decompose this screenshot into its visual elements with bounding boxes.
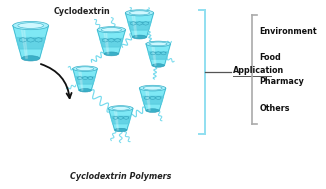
Polygon shape xyxy=(128,22,151,30)
Polygon shape xyxy=(145,88,150,111)
Polygon shape xyxy=(114,108,119,130)
Ellipse shape xyxy=(143,86,162,90)
Polygon shape xyxy=(132,13,137,37)
Polygon shape xyxy=(21,26,27,58)
Polygon shape xyxy=(111,116,131,124)
Polygon shape xyxy=(140,88,166,111)
Ellipse shape xyxy=(129,11,150,15)
FancyArrowPatch shape xyxy=(41,64,72,98)
Polygon shape xyxy=(109,108,133,130)
Ellipse shape xyxy=(76,67,94,70)
Polygon shape xyxy=(97,30,126,54)
Polygon shape xyxy=(148,52,168,59)
Ellipse shape xyxy=(18,23,44,28)
Ellipse shape xyxy=(104,52,118,56)
Ellipse shape xyxy=(22,56,40,61)
Polygon shape xyxy=(126,13,154,37)
Polygon shape xyxy=(73,69,97,90)
Polygon shape xyxy=(146,44,170,65)
Text: Environment: Environment xyxy=(259,27,317,36)
Ellipse shape xyxy=(152,64,164,67)
Polygon shape xyxy=(13,26,49,58)
Ellipse shape xyxy=(112,107,129,110)
Text: Pharmacy: Pharmacy xyxy=(259,77,304,86)
Text: Cyclodextrin Polymers: Cyclodextrin Polymers xyxy=(70,172,171,181)
Ellipse shape xyxy=(132,35,146,39)
Ellipse shape xyxy=(150,42,167,46)
Polygon shape xyxy=(75,77,95,84)
Ellipse shape xyxy=(146,109,159,112)
Ellipse shape xyxy=(140,85,166,91)
Text: Others: Others xyxy=(259,104,290,113)
Text: Application: Application xyxy=(233,66,285,75)
Ellipse shape xyxy=(146,41,170,47)
Ellipse shape xyxy=(109,106,133,111)
Polygon shape xyxy=(151,44,156,65)
Ellipse shape xyxy=(73,66,97,71)
Polygon shape xyxy=(103,30,109,54)
Text: Cyclodextrin: Cyclodextrin xyxy=(53,7,110,15)
Ellipse shape xyxy=(97,27,126,33)
Polygon shape xyxy=(16,38,45,49)
Ellipse shape xyxy=(126,10,154,16)
Polygon shape xyxy=(100,39,123,47)
Ellipse shape xyxy=(101,28,122,32)
Ellipse shape xyxy=(13,21,49,30)
Polygon shape xyxy=(78,69,83,90)
Ellipse shape xyxy=(79,88,91,92)
Polygon shape xyxy=(142,96,163,104)
Ellipse shape xyxy=(115,128,127,132)
Text: Food: Food xyxy=(259,53,281,62)
